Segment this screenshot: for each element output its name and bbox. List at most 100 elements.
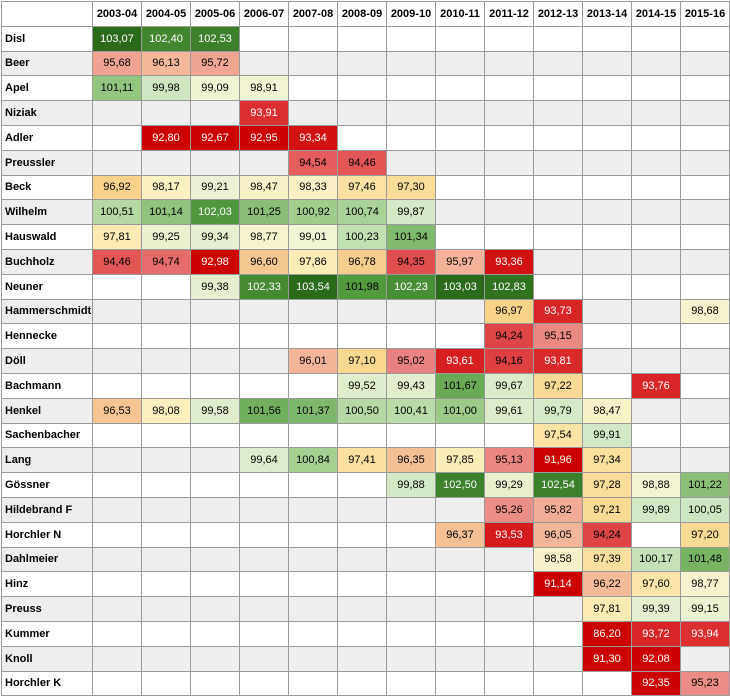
empty-cell [435, 149, 485, 176]
empty-cell [190, 422, 240, 449]
empty-cell [92, 298, 142, 325]
heatmap-cell: 92,98 [190, 248, 240, 275]
empty-cell [582, 25, 632, 52]
empty-cell [141, 149, 191, 176]
heatmap-cell: 100,51 [92, 199, 142, 226]
heatmap-cell: 94,24 [582, 521, 632, 548]
athlete-name: Apel [1, 75, 93, 102]
empty-cell [582, 372, 632, 399]
empty-cell [631, 50, 681, 77]
empty-cell [386, 422, 436, 449]
athlete-name: Horchler N [1, 521, 93, 548]
table-row: Horchler N 96,37 93,53 96,05 94,24 97,20 [1, 521, 730, 548]
empty-cell [337, 571, 387, 598]
heatmap-cell: 99,98 [141, 75, 191, 102]
heatmap-cell: 95,15 [533, 323, 583, 350]
athlete-name: Bachmann [1, 372, 93, 399]
empty-cell [435, 323, 485, 350]
heatmap-cell: 97,34 [582, 447, 632, 474]
empty-cell [631, 174, 681, 201]
heatmap-cell: 99,79 [533, 397, 583, 424]
heatmap-cell: 98,47 [239, 174, 289, 201]
table-row: Kummer 86,20 93,72 93,94 [1, 620, 730, 647]
empty-cell [680, 124, 730, 151]
heatmap-cell: 96,35 [386, 447, 436, 474]
empty-cell [288, 496, 338, 523]
season-header: 2007-08 [288, 1, 338, 27]
athlete-name: Hauswald [1, 224, 93, 250]
empty-cell [141, 422, 191, 449]
empty-cell [484, 100, 534, 126]
empty-cell [484, 645, 534, 672]
heatmap-cell: 94,54 [288, 149, 338, 176]
heatmap-cell: 99,52 [337, 372, 387, 399]
empty-cell [239, 323, 289, 350]
empty-cell [680, 50, 730, 77]
empty-cell [337, 496, 387, 523]
heatmap-cell: 96,22 [582, 571, 632, 598]
empty-cell [631, 248, 681, 275]
empty-cell [288, 472, 338, 498]
empty-cell [190, 298, 240, 325]
empty-cell [141, 645, 191, 672]
empty-cell [288, 521, 338, 548]
table-row: Bachmann 99,52 99,43 101,67 99,67 97,22 93,76 [1, 372, 730, 399]
empty-cell [631, 224, 681, 250]
heatmap-cell: 93,76 [631, 372, 681, 399]
empty-cell [141, 348, 191, 374]
heatmap-cell: 92,08 [631, 645, 681, 672]
season-header: 2011-12 [484, 1, 534, 27]
empty-cell [680, 100, 730, 126]
heatmap-cell: 95,68 [92, 50, 142, 77]
heatmap-cell: 99,91 [582, 422, 632, 449]
empty-cell [435, 571, 485, 598]
heatmap-cell: 102,33 [239, 273, 289, 300]
athlete-name: Niziak [1, 100, 93, 126]
heatmap-cell: 102,03 [190, 199, 240, 226]
heatmap-cell: 99,61 [484, 397, 534, 424]
empty-cell [92, 496, 142, 523]
empty-cell [386, 75, 436, 102]
empty-cell [533, 248, 583, 275]
heatmap-cell: 99,39 [631, 596, 681, 622]
empty-cell [631, 25, 681, 52]
table-row: Hennecke 94,24 95,15 [1, 323, 730, 350]
heatmap-cell: 100,17 [631, 546, 681, 573]
empty-cell [337, 596, 387, 622]
empty-cell [680, 273, 730, 300]
empty-cell [386, 50, 436, 77]
empty-cell [190, 596, 240, 622]
athlete-name: Sachenbacher [1, 422, 93, 449]
empty-cell [288, 75, 338, 102]
empty-cell [190, 372, 240, 399]
empty-cell [92, 472, 142, 498]
empty-cell [141, 670, 191, 696]
heatmap-cell: 99,43 [386, 372, 436, 399]
table-row: Hauswald 97,81 99,25 99,34 98,77 99,01 100,23 1… [1, 224, 730, 250]
empty-cell [386, 25, 436, 52]
heatmap-cell: 100,74 [337, 199, 387, 226]
empty-cell [582, 323, 632, 350]
empty-cell [484, 124, 534, 151]
heatmap-cell: 96,53 [92, 397, 142, 424]
table-row: Hildebrand F 95,26 95,82 97,21 99,89 100,05 [1, 496, 730, 523]
empty-cell [533, 620, 583, 647]
empty-cell [141, 620, 191, 647]
empty-cell [435, 596, 485, 622]
empty-cell [141, 323, 191, 350]
heatmap-cell: 93,94 [680, 620, 730, 647]
empty-cell [386, 149, 436, 176]
heatmap-cell: 100,41 [386, 397, 436, 424]
empty-cell [484, 224, 534, 250]
table-row: Beck 96,92 98,17 99,21 98,47 98,33 97,46 97,30 [1, 174, 730, 201]
empty-cell [288, 298, 338, 325]
athlete-name: Beer [1, 50, 93, 77]
empty-cell [386, 645, 436, 672]
empty-cell [92, 323, 142, 350]
table-row: Apel 101,11 99,98 99,09 98,91 [1, 75, 730, 102]
empty-cell [337, 645, 387, 672]
empty-cell [484, 422, 534, 449]
empty-cell [386, 100, 436, 126]
heatmap-cell: 98,08 [141, 397, 191, 424]
